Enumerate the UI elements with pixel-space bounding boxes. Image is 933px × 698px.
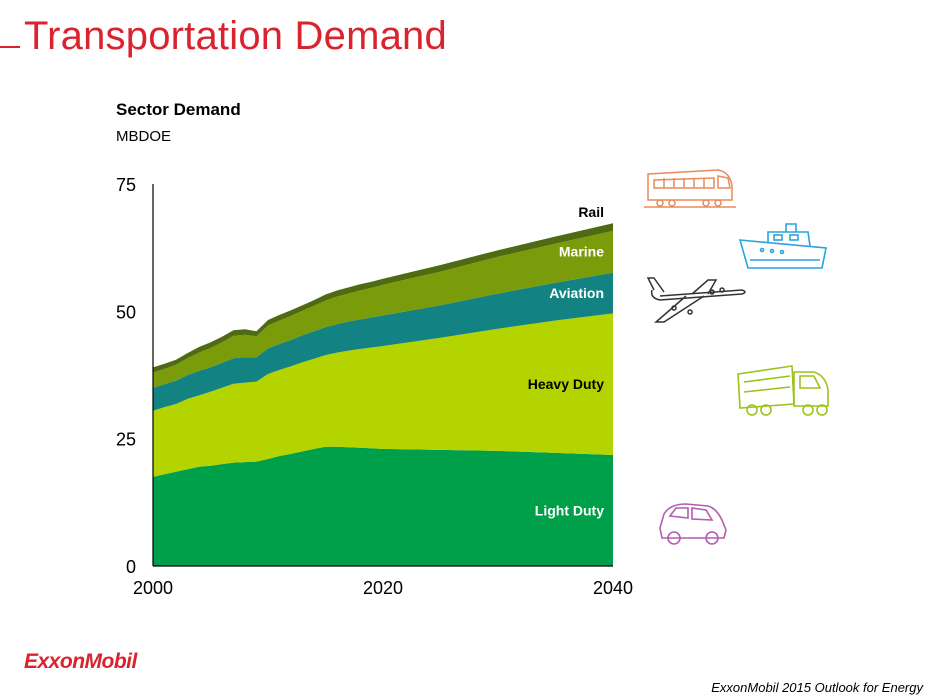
exxonmobil-logo: ExxonMobil bbox=[24, 650, 137, 673]
series-label-heavy-duty: Heavy Duty bbox=[528, 376, 604, 392]
chart-unit-label: MBDOE bbox=[116, 128, 172, 145]
area-marine bbox=[153, 230, 613, 388]
car-icon bbox=[659, 503, 727, 545]
chart-title: Sector Demand bbox=[116, 100, 241, 119]
train-icon bbox=[644, 169, 736, 208]
title-rule bbox=[0, 46, 20, 48]
series-label-aviation: Aviation bbox=[549, 285, 604, 301]
area-aviation bbox=[153, 272, 613, 411]
y-tick-label: 0 bbox=[126, 557, 136, 577]
x-tick-label: 2020 bbox=[363, 578, 403, 598]
series-label-marine: Marine bbox=[559, 244, 604, 260]
series-label-rail: Rail bbox=[578, 204, 604, 220]
x-tick-label: 2040 bbox=[593, 578, 633, 598]
airplane-icon bbox=[646, 277, 746, 323]
y-tick-label: 50 bbox=[116, 302, 136, 322]
chart-axes: 0 25 50 75 2000 2020 2040 bbox=[116, 175, 633, 598]
truck-icon bbox=[737, 365, 829, 416]
area-rail bbox=[153, 223, 613, 373]
x-tick-label: 2000 bbox=[133, 578, 173, 598]
chart-series-labels: Light Duty Heavy Duty Aviation Marine Rail bbox=[528, 204, 604, 518]
area-heavy-duty bbox=[153, 313, 613, 477]
y-tick-label: 75 bbox=[116, 175, 136, 195]
series-label-light-duty: Light Duty bbox=[535, 502, 604, 518]
y-tick-label: 25 bbox=[116, 430, 136, 450]
area-light-duty bbox=[153, 446, 613, 566]
chart-areas bbox=[153, 223, 613, 566]
slide-title: Transportation Demand bbox=[24, 14, 447, 58]
footer-source: ExxonMobil 2015 Outlook for Energy bbox=[711, 680, 923, 695]
ship-icon bbox=[738, 223, 827, 269]
